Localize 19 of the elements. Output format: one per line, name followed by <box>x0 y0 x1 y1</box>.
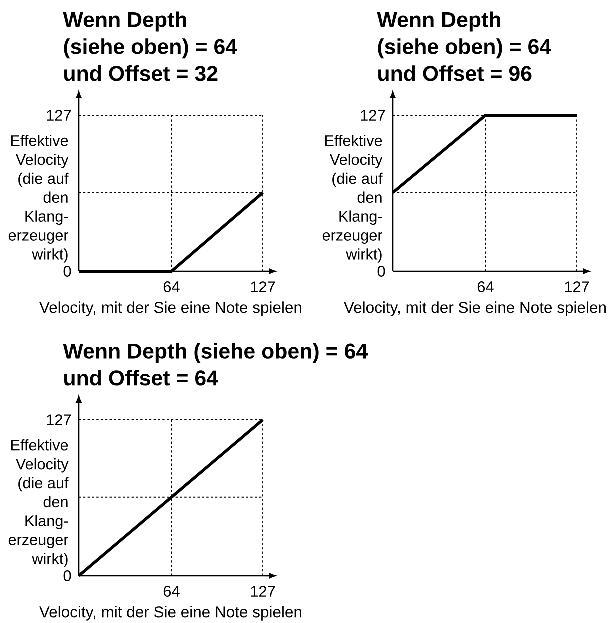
x-tick-label: 64 <box>478 282 494 292</box>
y-axis-title: Effektive Velocity (die auf den Klang-erzeuger wirkt) <box>8 440 69 568</box>
x-tick-label: 127 <box>565 282 590 292</box>
chart-title: Wenn Depth (siehe oben) = 64 und Offset = 96 <box>377 12 552 82</box>
y-tick-label: 0 <box>378 266 386 277</box>
y-tick-label: 0 <box>64 570 72 582</box>
y-tick-label: 0 <box>64 266 72 277</box>
x-tick-label: 64 <box>164 586 180 597</box>
chart-title: Wenn Depth (siehe oben) = 64 und Offset = 32 <box>63 12 238 82</box>
x-axis-title: Velocity, mit der Sie eine Note spielen <box>344 302 606 316</box>
x-axis-title: Velocity, mit der Sie eine Note spielen <box>40 606 302 621</box>
y-axis-title: Effektive Velocity (die auf den Klang-erzeuger wirkt) <box>8 135 69 263</box>
chart-title: Wenn Depth (siehe oben) = 64 und Offset = 64 <box>63 343 368 386</box>
x-tick-label: 127 <box>251 282 276 292</box>
y-tick-label: 127 <box>47 110 72 121</box>
y-axis-title: Effektive Velocity (die auf den Klang-erzeuger wirkt) <box>322 135 383 263</box>
y-tick-label: 127 <box>47 414 72 426</box>
x-tick-label: 64 <box>164 282 180 292</box>
x-axis-title: Velocity, mit der Sie eine Note spielen <box>40 302 302 316</box>
